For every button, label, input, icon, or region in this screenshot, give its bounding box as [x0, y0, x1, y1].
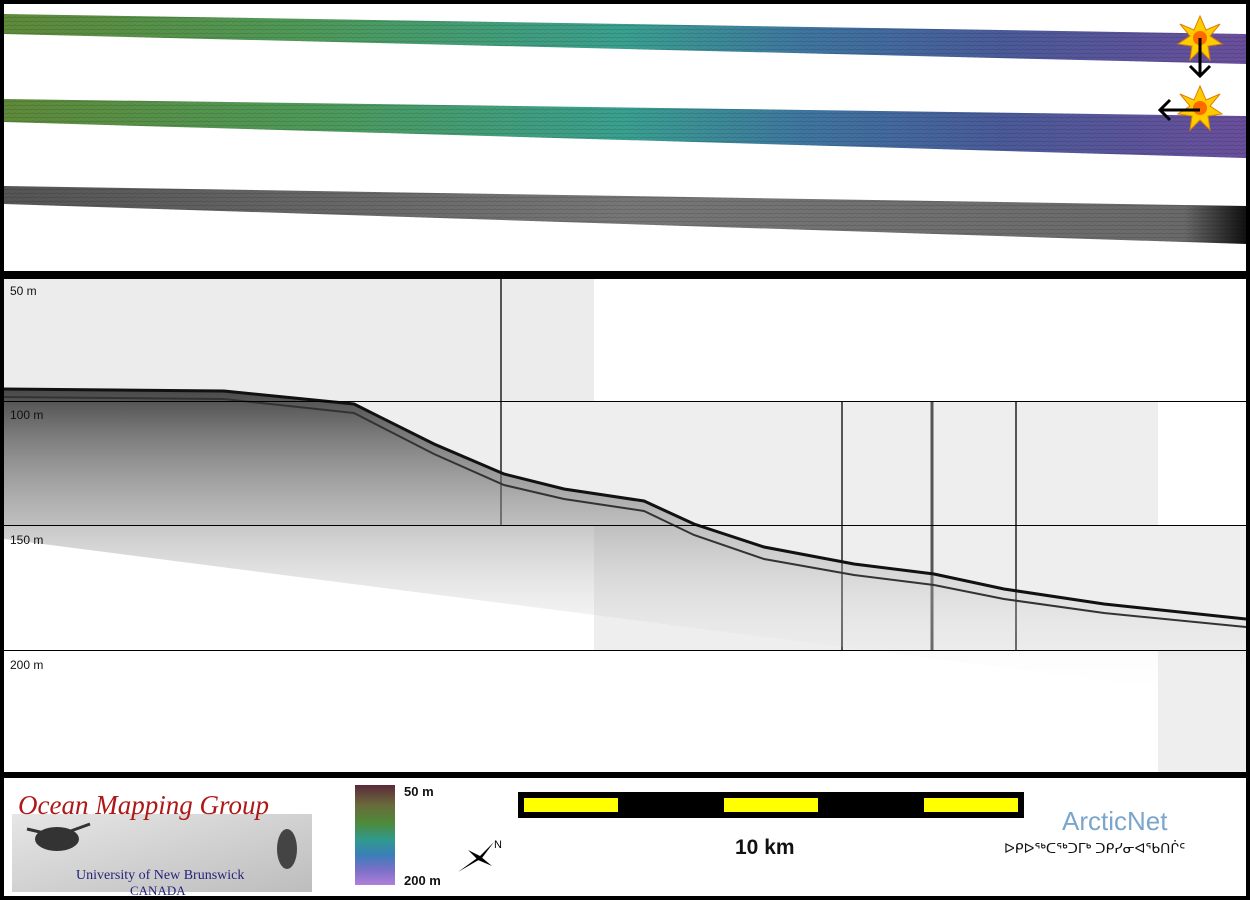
scale-segment [524, 798, 618, 812]
omg-country: CANADA [130, 883, 186, 896]
depth-band-divider [4, 401, 1246, 402]
ocean-mapping-group-logo: Ocean Mapping Group University of New Br… [12, 784, 312, 896]
omg-university: University of New Brunswick [76, 868, 245, 883]
left-arrow-icon [1157, 98, 1200, 122]
scale-bar [518, 792, 1024, 818]
depth-label-150: 150 m [10, 533, 44, 547]
colorbar-top-label: 50 m [404, 784, 434, 799]
omg-logo-graphic [12, 814, 312, 892]
arcticnet-syllabics: ᐅᑭᐅᖅᑕᖅᑐᒥᒃ ᑐᑭᓯᓂᐊᖃᑎᒌᑦ [1004, 840, 1186, 856]
scale-segment [924, 798, 1018, 812]
depth-band-divider [4, 525, 1246, 526]
down-arrow-icon [1188, 38, 1212, 79]
scale-segment [724, 798, 818, 812]
depth-label-50: 50 m [10, 284, 37, 298]
depth-label-200: 200 m [10, 658, 44, 672]
scale-label: 10 km [735, 836, 795, 859]
depth-band-divider [4, 650, 1246, 651]
depth-colorbar [355, 785, 395, 885]
swath-strips [4, 14, 1246, 244]
svg-text:N: N [494, 839, 502, 851]
depth-label-100: 100 m [10, 408, 44, 422]
arcticnet-logo: ArcticNet [1062, 806, 1168, 836]
colorbar-bottom-label: 200 m [404, 873, 441, 888]
profile-graphic [4, 279, 1246, 772]
north-arrow-icon: N [458, 839, 502, 872]
swath-strip-top [4, 14, 1246, 64]
swath-strip-backscatter [4, 186, 1246, 244]
swath-panel [4, 4, 1246, 271]
omg-title: Ocean Mapping Group [18, 790, 269, 820]
footer-panel: Ocean Mapping Group University of New Br… [4, 778, 1246, 896]
subbottom-profile-panel: 50 m 100 m 150 m 200 m [4, 279, 1246, 772]
swath-strip-middle [4, 99, 1246, 158]
